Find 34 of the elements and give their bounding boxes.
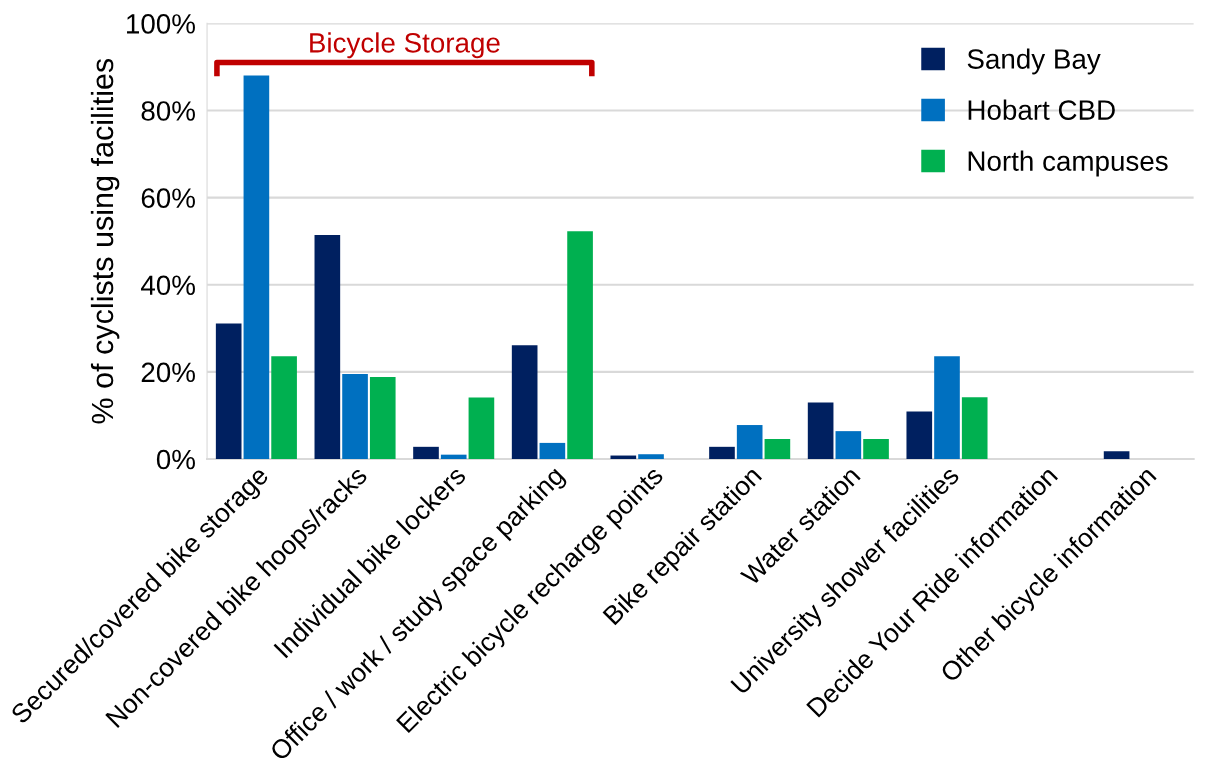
- bar: [961, 397, 988, 460]
- bar: [835, 431, 862, 460]
- y-tick-label: 60%: [141, 188, 195, 208]
- bar: [807, 402, 834, 460]
- bar: [243, 75, 270, 460]
- legend-label: Sandy Bay: [967, 48, 1101, 75]
- annotation: Bicycle Storage: [310, 32, 500, 59]
- bar: [1103, 451, 1130, 460]
- bar: [906, 411, 933, 460]
- y-axis-title: % of cyclists using facilities: [90, 58, 120, 424]
- y-tick-label: 100%: [127, 14, 195, 34]
- bar: [215, 323, 242, 460]
- bar: [468, 397, 495, 460]
- bar: [369, 377, 396, 460]
- bar: [764, 438, 791, 460]
- bar: [271, 356, 297, 460]
- y-tick-label: 80%: [141, 101, 195, 121]
- y-tick-label: 20%: [141, 362, 195, 383]
- y-tick-label: 40%: [140, 275, 195, 296]
- legend-label: Hobart CBD: [968, 99, 1115, 120]
- legend-label: North campuses: [968, 150, 1168, 177]
- bar: [511, 345, 538, 460]
- bar: [638, 454, 664, 460]
- bar: [863, 438, 889, 460]
- bar: [440, 454, 467, 460]
- bar: [934, 356, 960, 460]
- bar: [709, 446, 735, 460]
- bar: [736, 425, 763, 460]
- bar: [413, 446, 439, 460]
- y-tick-label: 0%: [156, 449, 195, 470]
- bar: [342, 374, 368, 460]
- bar: [539, 442, 566, 460]
- bar: [567, 231, 593, 460]
- bar: [314, 235, 341, 460]
